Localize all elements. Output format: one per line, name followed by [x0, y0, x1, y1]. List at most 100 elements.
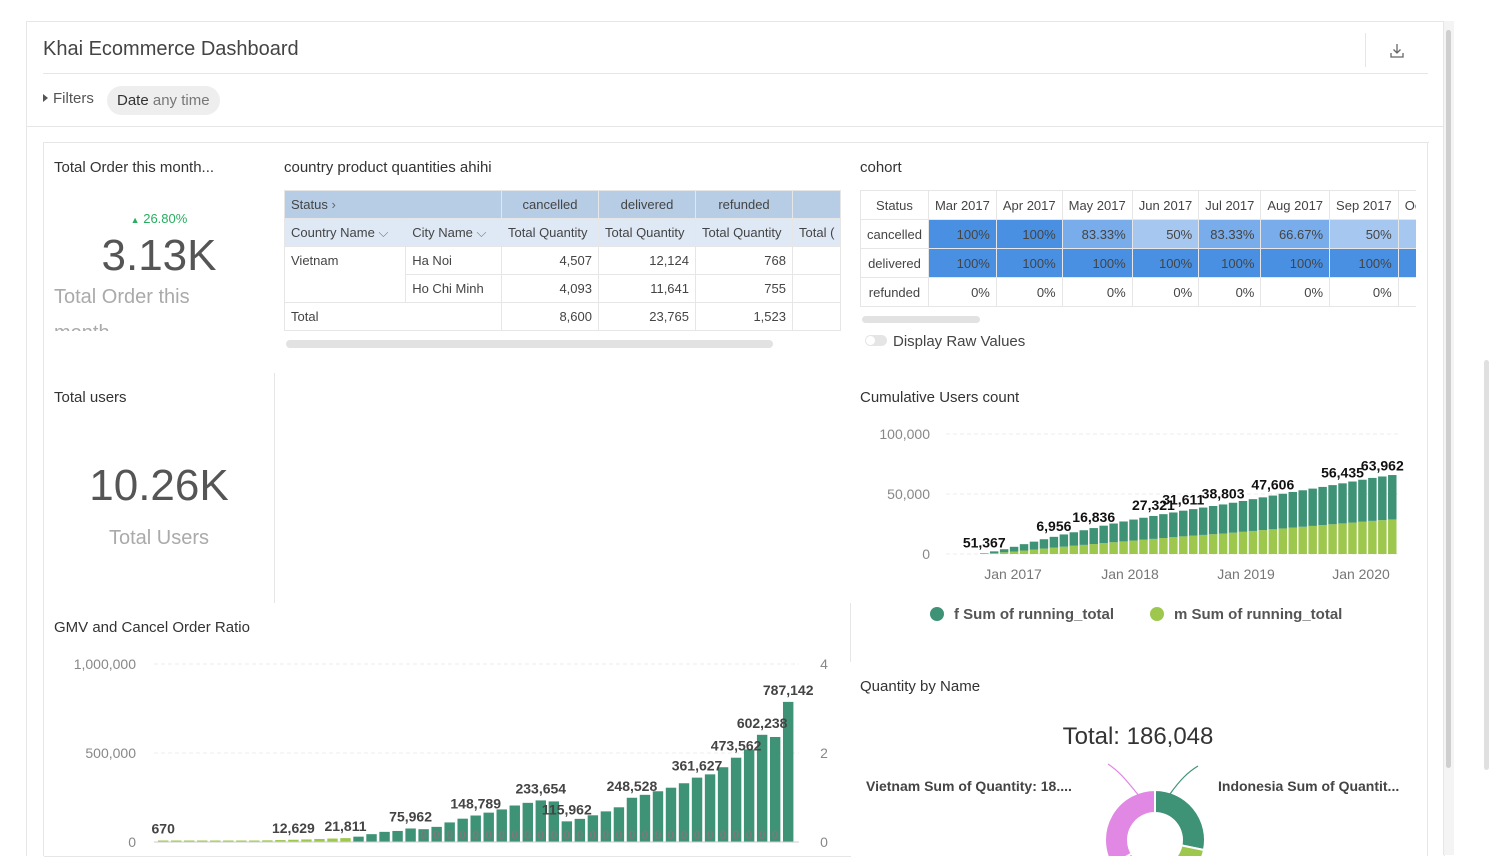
zero-label: 0 [459, 828, 466, 842]
data-label: 51,367 [963, 534, 1006, 550]
tile-pivot-table: country product quantities ahihi Status … [274, 143, 851, 604]
bar-f [1249, 499, 1257, 531]
bar-f [1388, 475, 1396, 519]
data-label: 21,811 [324, 818, 366, 834]
value-cell: 768 [696, 247, 793, 275]
cohort-cell: 50% [1132, 220, 1199, 249]
total-cell: 8,600 [502, 303, 599, 331]
zero-label: 0 [563, 828, 570, 842]
cohort-cell: 83.33% [1062, 220, 1132, 249]
country-cell: Vietnam [285, 247, 406, 303]
bar-m [1239, 532, 1247, 554]
zero-label: 0 [707, 828, 714, 842]
date-filter-value: any time [153, 92, 210, 109]
outer-scrollbar-thumb[interactable] [1484, 360, 1489, 770]
data-label: 63,962 [1361, 457, 1404, 473]
cohort-cell: 0% [1199, 278, 1261, 307]
zero-label: 0 [485, 828, 492, 842]
display-raw-values-toggle[interactable] [865, 335, 887, 346]
bar-m [1388, 519, 1396, 554]
bar-f [1040, 539, 1048, 548]
cohort-cell: 100% [996, 220, 1062, 249]
date-filter-chip[interactable]: Date any time [107, 86, 220, 115]
bar-f [1348, 482, 1356, 523]
cohort-cell: 0% [1330, 278, 1399, 307]
cohort-month-header: Mar 2017 [928, 191, 996, 220]
bar-f [1219, 504, 1227, 533]
kpi-label: Total Users [44, 527, 274, 550]
cohort-month-header: May 2017 [1062, 191, 1132, 220]
legend-swatch [1150, 607, 1164, 621]
bar-m [1259, 530, 1267, 554]
sort-country-name[interactable]: Country Name ⌵ [285, 219, 406, 247]
download-button[interactable] [1387, 40, 1407, 62]
pie-slice [1105, 790, 1155, 856]
cohort-cell: 100% [1062, 249, 1132, 278]
bar-f [1139, 518, 1147, 540]
city-cell: Ho Chi Minh [406, 275, 502, 303]
bar-m [1080, 545, 1088, 554]
zero-label: 0 [472, 828, 479, 842]
bar-f [1050, 537, 1058, 548]
bar-f [1289, 492, 1297, 528]
x-tick-label: Jan 2018 [1101, 566, 1159, 582]
tile-title: Total users [54, 389, 127, 406]
bar-m [1289, 528, 1297, 554]
zero-label: 0 [772, 828, 779, 842]
data-label: 361,627 [672, 758, 723, 774]
bar-m [1338, 523, 1346, 554]
bar-f [1169, 512, 1177, 537]
bar-m [1298, 527, 1306, 554]
bar-m [1209, 534, 1217, 554]
measure-header: Total Quantity [696, 219, 793, 247]
pivot-horizontal-scrollbar[interactable] [286, 340, 773, 348]
cohort-cell: 50% [1330, 220, 1399, 249]
bar-f [1338, 483, 1346, 523]
pie-slice [1155, 790, 1205, 850]
bar-m [1050, 548, 1058, 554]
data-label: 75,962 [389, 808, 432, 824]
header-divider [1365, 33, 1366, 67]
filters-label: Filters [53, 90, 94, 107]
bar-f [1109, 524, 1117, 543]
tile-title: Total Order this month... [54, 159, 214, 176]
measure-header: Total Quantity [599, 219, 696, 247]
pivot-status-header [793, 191, 841, 219]
bar-f [1129, 520, 1137, 541]
sort-city-name[interactable]: City Name ⌵ [406, 219, 502, 247]
pivot-field-header[interactable]: Status › [285, 191, 502, 219]
kpi-label-clip: Total Order this month [54, 279, 244, 331]
measure-header: Total ( [793, 219, 841, 247]
filters-separator [27, 126, 1443, 127]
zero-label: 0 [420, 828, 427, 842]
filters-toggle[interactable]: Filters [43, 90, 94, 107]
bar-f [1099, 526, 1107, 543]
cohort-status-cell: refunded [861, 278, 929, 307]
bar-f [1030, 542, 1038, 550]
bar [353, 837, 363, 842]
dashboard-grid: Total Order this month... ▲ 26.80% 3.13K… [43, 142, 1429, 856]
data-label: 115,962 [542, 801, 592, 817]
bar-f [1060, 534, 1068, 546]
y-tick-label: 1,000,000 [74, 656, 136, 672]
bar-f [1189, 509, 1197, 536]
cohort-month-header: Oct [1398, 191, 1416, 220]
bar-f [1179, 511, 1187, 537]
data-label: 148,789 [450, 796, 501, 812]
value-cell: 11,641 [599, 275, 696, 303]
bar-m [1089, 544, 1097, 554]
cohort-cell: 100% [996, 249, 1062, 278]
data-label: 473,562 [711, 738, 762, 754]
bar-m [1269, 529, 1277, 554]
page-scrollbar-thumb[interactable] [1446, 30, 1451, 768]
kpi-value: 10.26K [44, 461, 274, 511]
legend-swatch [930, 607, 944, 621]
cohort-horizontal-scrollbar[interactable] [862, 316, 980, 323]
dashboard-title: Khai Ecommerce Dashboard [43, 38, 299, 61]
cohort-cell: 83.33% [1199, 220, 1261, 249]
chevron-down-icon: ⌵ [477, 225, 487, 240]
